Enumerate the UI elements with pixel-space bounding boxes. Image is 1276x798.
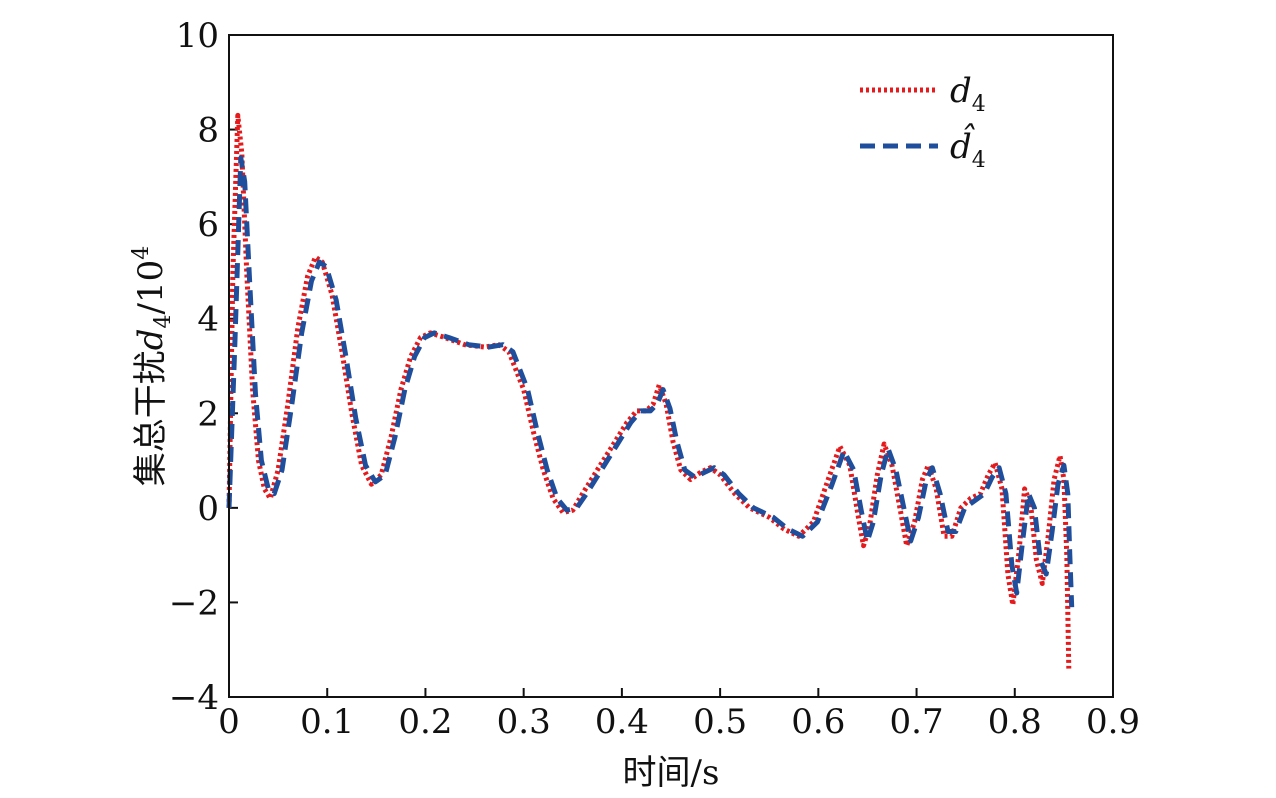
y-axis-title-superscript: 4 [129, 246, 154, 260]
x-tick-label: 0.9 [1086, 702, 1140, 742]
legend-label: d4 [950, 71, 986, 117]
x-tick-label: 0.8 [988, 702, 1042, 742]
x-tick-label: 0.1 [300, 702, 354, 742]
y-tick-label: 6 [197, 205, 219, 245]
y-tick-label: −4 [169, 678, 219, 718]
plot-frame [228, 34, 1114, 698]
x-ticks: 0 0.1 0.2 0.3 0.4 0.5 0.6 0.7 0.8 0.9 [218, 688, 1140, 742]
y-tick-label: 0 [197, 489, 219, 529]
y-tick-label: 8 [197, 111, 219, 151]
x-tick-label: 0.5 [693, 702, 747, 742]
legend: d4d̂4 [860, 71, 986, 173]
y-tick-label: −2 [169, 583, 219, 623]
y-axis-title-suffix: /10 [131, 260, 171, 315]
x-tick-label: 0.7 [890, 702, 944, 742]
x-tick-label: 0.6 [791, 702, 845, 742]
series-d4-hat-line [226, 155, 1075, 608]
y-axis-title-symbol: d [131, 328, 171, 350]
x-tick-label: 0 [218, 702, 240, 742]
y-tick-label: 10 [176, 16, 219, 56]
y-axis-title: 集总干扰d4/104 [129, 246, 176, 486]
y-ticks: −4 −2 0 2 4 6 8 10 [169, 16, 238, 718]
x-axis-title: 时间/s [623, 753, 720, 793]
series-d4-line [226, 112, 1072, 669]
series-layer [226, 112, 1075, 669]
y-axis-title-subscript: 4 [151, 314, 176, 328]
y-tick-label: 4 [197, 300, 219, 340]
x-tick-label: 0.4 [595, 702, 649, 742]
x-tick-label: 0.3 [497, 702, 551, 742]
y-axis-title-prefix: 集总干扰 [131, 350, 171, 486]
x-tick-label: 0.2 [398, 702, 452, 742]
y-tick-label: 2 [197, 394, 219, 434]
legend-label: d̂4 [950, 124, 986, 173]
